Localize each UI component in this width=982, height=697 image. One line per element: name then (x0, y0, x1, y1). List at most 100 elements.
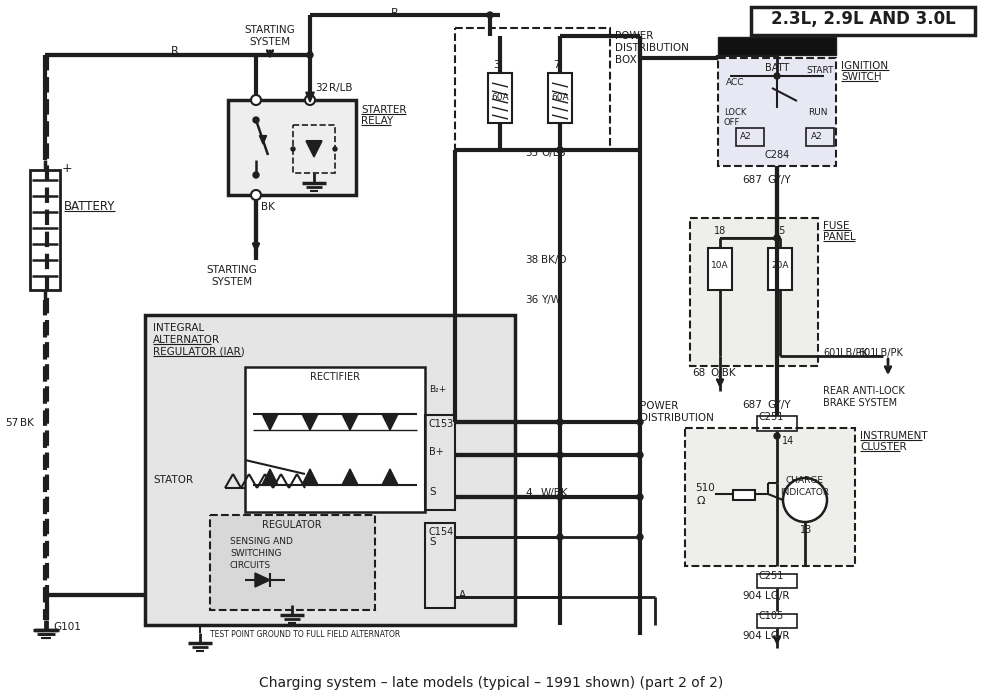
Text: BK: BK (261, 202, 275, 212)
Polygon shape (382, 469, 398, 485)
Text: INTEGRAL: INTEGRAL (153, 323, 204, 333)
Circle shape (774, 235, 780, 241)
Bar (293, 125, 335, 173)
Bar (718, 58, 836, 166)
Text: REGULATOR (IAR): REGULATOR (IAR) (153, 347, 245, 357)
Text: 15: 15 (774, 226, 787, 236)
Text: SYSTEM: SYSTEM (211, 277, 252, 287)
Polygon shape (255, 573, 270, 587)
Text: 38: 38 (525, 255, 538, 265)
Text: +: + (62, 162, 73, 175)
Bar (425, 415, 455, 510)
Circle shape (774, 235, 780, 241)
Bar (733, 490, 755, 500)
Text: BATT: BATT (765, 63, 790, 73)
Bar (685, 428, 855, 566)
Circle shape (783, 478, 827, 522)
Text: BRAKE SYSTEM: BRAKE SYSTEM (823, 398, 898, 408)
Text: 601: 601 (858, 348, 876, 358)
Circle shape (774, 433, 780, 439)
Bar (455, 28, 610, 150)
Circle shape (637, 494, 643, 500)
Text: R: R (391, 8, 399, 18)
Text: S: S (429, 487, 436, 497)
Circle shape (333, 147, 337, 151)
Polygon shape (305, 92, 314, 102)
Text: BATTERY: BATTERY (64, 200, 115, 213)
Circle shape (305, 95, 315, 105)
Polygon shape (302, 414, 318, 430)
Text: BK: BK (20, 418, 33, 428)
Text: C105: C105 (759, 611, 785, 621)
Text: SWITCH: SWITCH (841, 72, 882, 82)
Text: RELAY: RELAY (361, 116, 393, 126)
Text: A2: A2 (811, 132, 823, 141)
Circle shape (557, 452, 563, 458)
Bar (245, 367, 425, 512)
Text: W/BK: W/BK (541, 488, 569, 498)
Text: SWITCHING: SWITCHING (230, 549, 282, 558)
Text: 2.3L, 2.9L AND 3.0L: 2.3L, 2.9L AND 3.0L (771, 10, 955, 28)
Bar (690, 218, 818, 366)
Bar (425, 523, 455, 608)
Bar (768, 248, 792, 290)
Polygon shape (259, 136, 266, 144)
Text: STARTING: STARTING (206, 265, 257, 275)
Text: C284: C284 (764, 150, 790, 160)
Text: C251: C251 (759, 571, 785, 581)
Text: INDICATOR: INDICATOR (781, 488, 830, 497)
Text: 36: 36 (525, 295, 538, 305)
Bar (145, 315, 515, 625)
Circle shape (774, 73, 780, 79)
Circle shape (557, 494, 563, 500)
Text: LOCK: LOCK (724, 108, 746, 117)
Text: RECTIFIER: RECTIFIER (310, 372, 360, 382)
Text: LB/PK: LB/PK (875, 348, 902, 358)
Text: SENSING AND: SENSING AND (230, 537, 293, 546)
Text: DISTRIBUTION: DISTRIBUTION (640, 413, 714, 423)
Text: REAR ANTI-LOCK: REAR ANTI-LOCK (823, 386, 904, 396)
Circle shape (251, 95, 261, 105)
Circle shape (557, 534, 563, 540)
Bar (806, 128, 834, 146)
Polygon shape (262, 469, 278, 485)
Bar (751, 7, 975, 35)
Text: STATOR: STATOR (153, 475, 193, 485)
Text: 68: 68 (692, 368, 705, 378)
Circle shape (253, 172, 259, 178)
Circle shape (291, 147, 295, 151)
Text: Y/W: Y/W (541, 295, 561, 305)
Text: LG/R: LG/R (765, 591, 790, 601)
Text: START: START (806, 66, 834, 75)
Circle shape (253, 117, 259, 123)
Text: SYSTEM: SYSTEM (249, 37, 291, 47)
Text: 57: 57 (5, 418, 19, 428)
Polygon shape (382, 414, 398, 430)
Text: POWER: POWER (640, 401, 679, 411)
Text: 60A: 60A (491, 93, 509, 102)
Circle shape (637, 534, 643, 540)
Text: O/LB: O/LB (541, 148, 566, 158)
Text: 18: 18 (714, 226, 726, 236)
Text: A: A (459, 590, 466, 600)
Text: 20A: 20A (771, 261, 789, 270)
Text: C251: C251 (759, 412, 785, 422)
Text: 687: 687 (742, 400, 762, 410)
Text: 904: 904 (742, 631, 762, 641)
Circle shape (557, 147, 563, 153)
Polygon shape (342, 414, 358, 430)
Text: 510: 510 (695, 483, 715, 493)
Bar (757, 614, 797, 628)
Text: G101: G101 (53, 622, 81, 632)
Text: OFF: OFF (724, 118, 740, 127)
Bar (30, 170, 60, 290)
Text: BOX: BOX (615, 55, 636, 65)
Text: 60A: 60A (551, 93, 569, 102)
Bar (708, 248, 732, 290)
Text: B+: B+ (429, 447, 444, 457)
Text: A2: A2 (740, 132, 752, 141)
Text: 4: 4 (525, 488, 531, 498)
Text: CIRCUITS: CIRCUITS (230, 561, 271, 570)
Text: CLUSTER: CLUSTER (860, 442, 906, 452)
Text: C153: C153 (429, 419, 455, 429)
